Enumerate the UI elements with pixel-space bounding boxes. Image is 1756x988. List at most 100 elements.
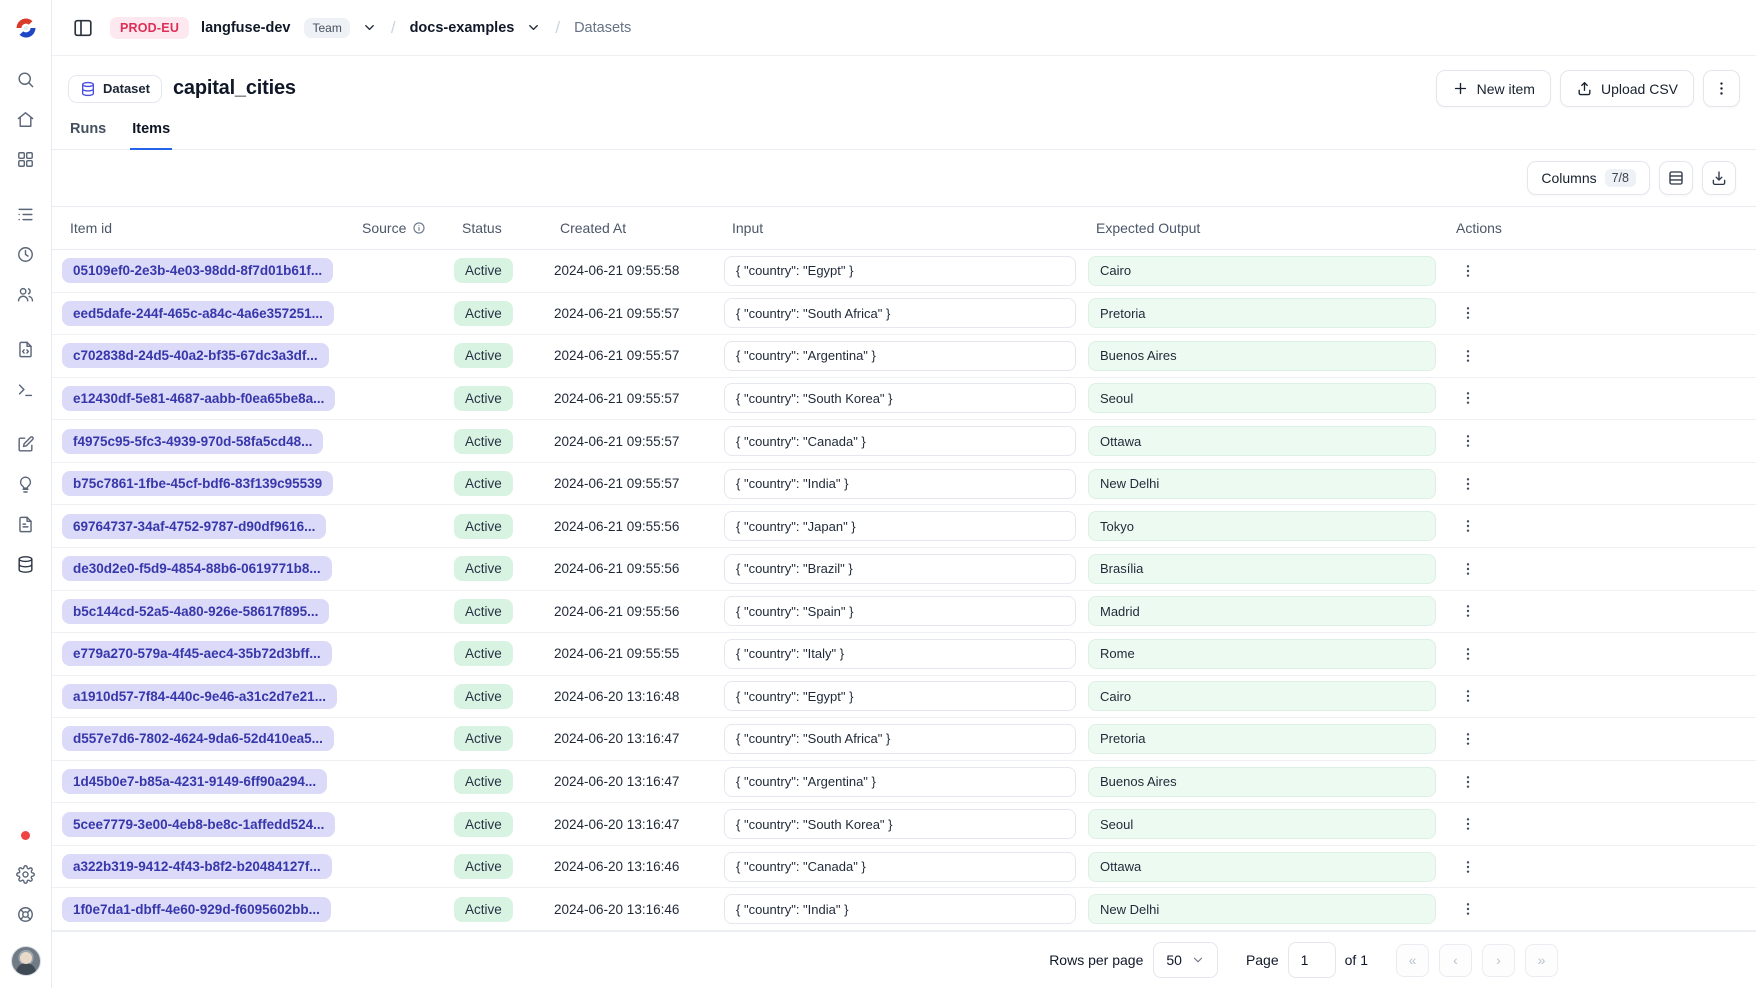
expected-output-cell[interactable]: Madrid [1088, 596, 1436, 627]
table-row[interactable]: eed5dafe-244f-465c-a84c-4a6e357251... Ac… [52, 293, 1756, 336]
breadcrumb-project[interactable]: docs-examples [409, 19, 515, 36]
user-avatar[interactable] [10, 946, 41, 976]
langfuse-logo[interactable] [11, 13, 41, 43]
sidebar-item-prompts[interactable] [8, 331, 44, 367]
input-cell[interactable]: { "country": "Argentina" } [724, 766, 1076, 797]
rows-per-page-select[interactable]: 50 [1153, 942, 1218, 978]
sidebar-item-insights[interactable] [8, 466, 44, 502]
item-id-link[interactable]: e12430df-5e81-4687-aabb-f0ea65be8a... [62, 385, 336, 411]
upload-csv-button[interactable]: Upload CSV [1559, 70, 1694, 107]
input-cell[interactable]: { "country": "Japan" } [724, 511, 1076, 542]
new-item-button[interactable]: New item [1435, 70, 1551, 107]
org-dropdown-trigger[interactable] [362, 20, 377, 35]
item-id-link[interactable]: eed5dafe-244f-465c-a84c-4a6e357251... [62, 300, 334, 326]
sidebar-toggle-button[interactable] [68, 13, 98, 43]
row-actions-button[interactable] [1452, 684, 1484, 708]
table-row[interactable]: e12430df-5e81-4687-aabb-f0ea65be8a... Ac… [52, 378, 1756, 421]
table-row[interactable]: 5cee7779-3e00-4eb8-be8c-1affedd524... Ac… [52, 803, 1756, 846]
item-id-link[interactable]: a322b319-9412-4f43-b8f2-b20484127f... [62, 854, 332, 880]
table-row[interactable]: 69764737-34af-4752-9787-d90df9616... Act… [52, 505, 1756, 548]
expected-output-cell[interactable]: Rome [1088, 638, 1436, 669]
input-cell[interactable]: { "country": "South Africa" } [724, 298, 1076, 329]
expected-output-cell[interactable]: Seoul [1088, 383, 1436, 414]
tab-runs[interactable]: Runs [68, 121, 108, 150]
item-id-link[interactable]: 1d45b0e7-b85a-4231-9149-6ff90a294... [62, 769, 328, 795]
expected-output-cell[interactable]: Buenos Aires [1088, 340, 1436, 371]
row-actions-button[interactable] [1452, 472, 1484, 496]
row-actions-button[interactable] [1452, 429, 1484, 453]
table-row[interactable]: d557e7d6-7802-4624-9da6-52d410ea5... Act… [52, 718, 1756, 761]
export-button[interactable] [1702, 161, 1736, 195]
sidebar-item-playground[interactable] [8, 371, 44, 407]
row-actions-button[interactable] [1452, 301, 1484, 325]
header-item-id[interactable]: Item id [70, 220, 113, 236]
input-cell[interactable]: { "country": "South Korea" } [724, 809, 1076, 840]
expected-output-cell[interactable]: Ottawa [1088, 851, 1436, 882]
header-created-at[interactable]: Created At [560, 220, 627, 236]
page-number-input[interactable] [1287, 942, 1336, 978]
expected-output-cell[interactable]: New Delhi [1088, 468, 1436, 499]
last-page-button[interactable]: » [1525, 943, 1558, 977]
sidebar-item-home[interactable] [8, 101, 44, 137]
input-cell[interactable]: { "country": "Egypt" } [724, 681, 1076, 712]
item-id-link[interactable]: 1f0e7da1-dbff-4e60-929d-f6095602bb... [62, 896, 331, 922]
table-row[interactable]: a322b319-9412-4f43-b8f2-b20484127f... Ac… [52, 846, 1756, 889]
row-actions-button[interactable] [1452, 897, 1484, 921]
breadcrumb-org[interactable]: langfuse-dev [201, 19, 291, 36]
expected-output-cell[interactable]: Cairo [1088, 255, 1436, 286]
first-page-button[interactable]: « [1396, 943, 1429, 977]
item-id-link[interactable]: a1910d57-7f84-440c-9e46-a31c2d7e21... [62, 683, 337, 709]
item-id-link[interactable]: e779a270-579a-4f45-aec4-35b72d3bff... [62, 641, 332, 667]
row-actions-button[interactable] [1452, 727, 1484, 751]
tab-items[interactable]: Items [130, 121, 173, 150]
expected-output-cell[interactable]: Seoul [1088, 809, 1436, 840]
row-actions-button[interactable] [1452, 557, 1484, 581]
row-actions-button[interactable] [1452, 642, 1484, 666]
item-id-link[interactable]: 5cee7779-3e00-4eb8-be8c-1affedd524... [62, 811, 336, 837]
sidebar-item-support[interactable] [8, 896, 44, 932]
table-row[interactable]: 1f0e7da1-dbff-4e60-929d-f6095602bb... Ac… [52, 888, 1756, 931]
table-row[interactable]: e779a270-579a-4f45-aec4-35b72d3bff... Ac… [52, 633, 1756, 676]
input-cell[interactable]: { "country": "Canada" } [724, 851, 1076, 882]
expected-output-cell[interactable]: Ottawa [1088, 426, 1436, 457]
columns-button[interactable]: Columns 7/8 [1527, 161, 1650, 195]
prev-page-button[interactable]: ‹ [1439, 943, 1472, 977]
table-row[interactable]: c702838d-24d5-40a2-bf35-67dc3a3df... Act… [52, 335, 1756, 378]
item-id-link[interactable]: d557e7d6-7802-4624-9da6-52d410ea5... [62, 726, 334, 752]
table-row[interactable]: f4975c95-5fc3-4939-970d-58fa5cd48... Act… [52, 420, 1756, 463]
expected-output-cell[interactable]: Brasília [1088, 553, 1436, 584]
row-actions-button[interactable] [1452, 514, 1484, 538]
expected-output-cell[interactable]: Cairo [1088, 681, 1436, 712]
table-row[interactable]: b75c7861-1fbe-45cf-bdf6-83f139c95539 Act… [52, 463, 1756, 506]
item-id-link[interactable]: 69764737-34af-4752-9787-d90df9616... [62, 513, 327, 539]
input-cell[interactable]: { "country": "India" } [724, 468, 1076, 499]
sidebar-item-tracing[interactable] [8, 196, 44, 232]
project-dropdown-trigger[interactable] [526, 20, 541, 35]
item-id-link[interactable]: c702838d-24d5-40a2-bf35-67dc3a3df... [62, 343, 329, 369]
row-actions-button[interactable] [1452, 770, 1484, 794]
input-cell[interactable]: { "country": "South Korea" } [724, 383, 1076, 414]
table-row[interactable]: b5c144cd-52a5-4a80-926e-58617f895... Act… [52, 591, 1756, 634]
sidebar-item-settings[interactable] [8, 856, 44, 892]
input-cell[interactable]: { "country": "Spain" } [724, 596, 1076, 627]
header-source[interactable]: Source [354, 220, 454, 236]
sidebar-item-sessions[interactable] [8, 236, 44, 272]
row-height-button[interactable] [1659, 161, 1693, 195]
expected-output-cell[interactable]: Tokyo [1088, 511, 1436, 542]
sidebar-item-dashboards[interactable] [8, 141, 44, 177]
input-cell[interactable]: { "country": "Italy" } [724, 638, 1076, 669]
expected-output-cell[interactable]: New Delhi [1088, 894, 1436, 925]
table-row[interactable]: 1d45b0e7-b85a-4231-9149-6ff90a294... Act… [52, 761, 1756, 804]
next-page-button[interactable]: › [1482, 943, 1515, 977]
input-cell[interactable]: { "country": "South Africa" } [724, 723, 1076, 754]
row-actions-button[interactable] [1452, 386, 1484, 410]
expected-output-cell[interactable]: Pretoria [1088, 723, 1436, 754]
input-cell[interactable]: { "country": "Canada" } [724, 426, 1076, 457]
item-id-link[interactable]: b75c7861-1fbe-45cf-bdf6-83f139c95539 [62, 471, 334, 497]
header-expected-output[interactable]: Expected Output [1096, 220, 1201, 236]
row-actions-button[interactable] [1452, 599, 1484, 623]
input-cell[interactable]: { "country": "Brazil" } [724, 553, 1076, 584]
breadcrumb-section[interactable]: Datasets [574, 19, 632, 36]
item-id-link[interactable]: b5c144cd-52a5-4a80-926e-58617f895... [62, 598, 330, 624]
header-input[interactable]: Input [732, 220, 764, 236]
